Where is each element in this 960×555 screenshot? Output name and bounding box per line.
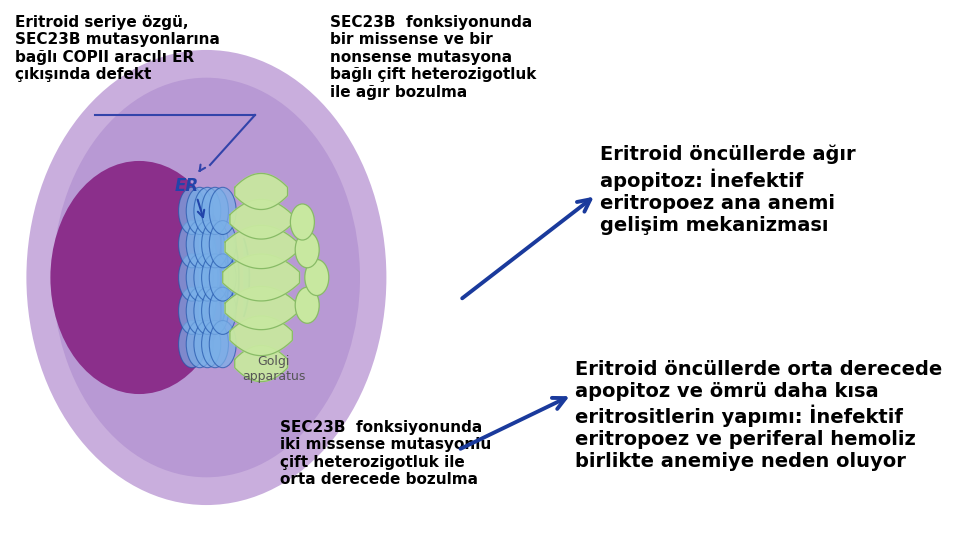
Polygon shape (230, 199, 293, 239)
Ellipse shape (27, 50, 386, 505)
Ellipse shape (186, 188, 213, 234)
Ellipse shape (186, 320, 213, 367)
Ellipse shape (179, 254, 205, 301)
Polygon shape (233, 236, 239, 319)
Polygon shape (234, 174, 288, 209)
Ellipse shape (305, 259, 328, 295)
Ellipse shape (194, 188, 221, 234)
Polygon shape (225, 225, 298, 269)
Ellipse shape (209, 254, 236, 301)
Polygon shape (223, 233, 228, 322)
Polygon shape (223, 254, 300, 301)
Ellipse shape (179, 188, 205, 234)
Ellipse shape (179, 287, 205, 334)
Ellipse shape (209, 220, 236, 268)
Text: Eritroid öncüllerde orta derecede
apopitoz ve ömrü daha kısa
eritrositlerin yapı: Eritroid öncüllerde orta derecede apopit… (575, 360, 943, 471)
Text: SEC23B  fonksiyonunda
iki missense mutasyonlu
çift heterozigotluk ile
orta derec: SEC23B fonksiyonunda iki missense mutasy… (280, 420, 492, 487)
Ellipse shape (53, 78, 360, 477)
Text: Eritroid seriye özgü,
SEC23B mutasyonlarına
bağlı COPII aracılı ER
çıkışında def: Eritroid seriye özgü, SEC23B mutasyonlar… (15, 15, 220, 82)
Ellipse shape (209, 188, 236, 234)
Text: Golgi
apparatus: Golgi apparatus (242, 355, 305, 383)
Text: Eritroid öncüllerde ağır
apopitoz: İnefektif
eritropoez ana anemi
gelişim mekani: Eritroid öncüllerde ağır apopitoz: İnefe… (600, 145, 855, 235)
Ellipse shape (209, 320, 236, 367)
Ellipse shape (202, 287, 228, 334)
Polygon shape (244, 239, 250, 316)
Polygon shape (225, 286, 298, 330)
Ellipse shape (194, 320, 221, 367)
Polygon shape (234, 346, 288, 381)
Ellipse shape (202, 188, 228, 234)
Text: SEC23B  fonksiyonunda
bir missense ve bir
nonsense mutasyona
bağlı çift heterozi: SEC23B fonksiyonunda bir missense ve bir… (330, 15, 537, 99)
Ellipse shape (186, 254, 213, 301)
Text: ER: ER (175, 177, 200, 195)
Ellipse shape (296, 232, 319, 268)
Ellipse shape (202, 220, 228, 268)
Ellipse shape (194, 220, 221, 268)
Ellipse shape (202, 254, 228, 301)
Ellipse shape (179, 320, 205, 367)
Polygon shape (200, 228, 206, 327)
Ellipse shape (194, 254, 221, 301)
Ellipse shape (186, 287, 213, 334)
Ellipse shape (179, 220, 205, 268)
Ellipse shape (296, 287, 319, 323)
Ellipse shape (290, 204, 314, 240)
Ellipse shape (50, 161, 228, 394)
Ellipse shape (202, 320, 228, 367)
Ellipse shape (194, 287, 221, 334)
Ellipse shape (209, 287, 236, 334)
Ellipse shape (186, 220, 213, 268)
Polygon shape (230, 316, 293, 356)
Polygon shape (211, 230, 218, 325)
